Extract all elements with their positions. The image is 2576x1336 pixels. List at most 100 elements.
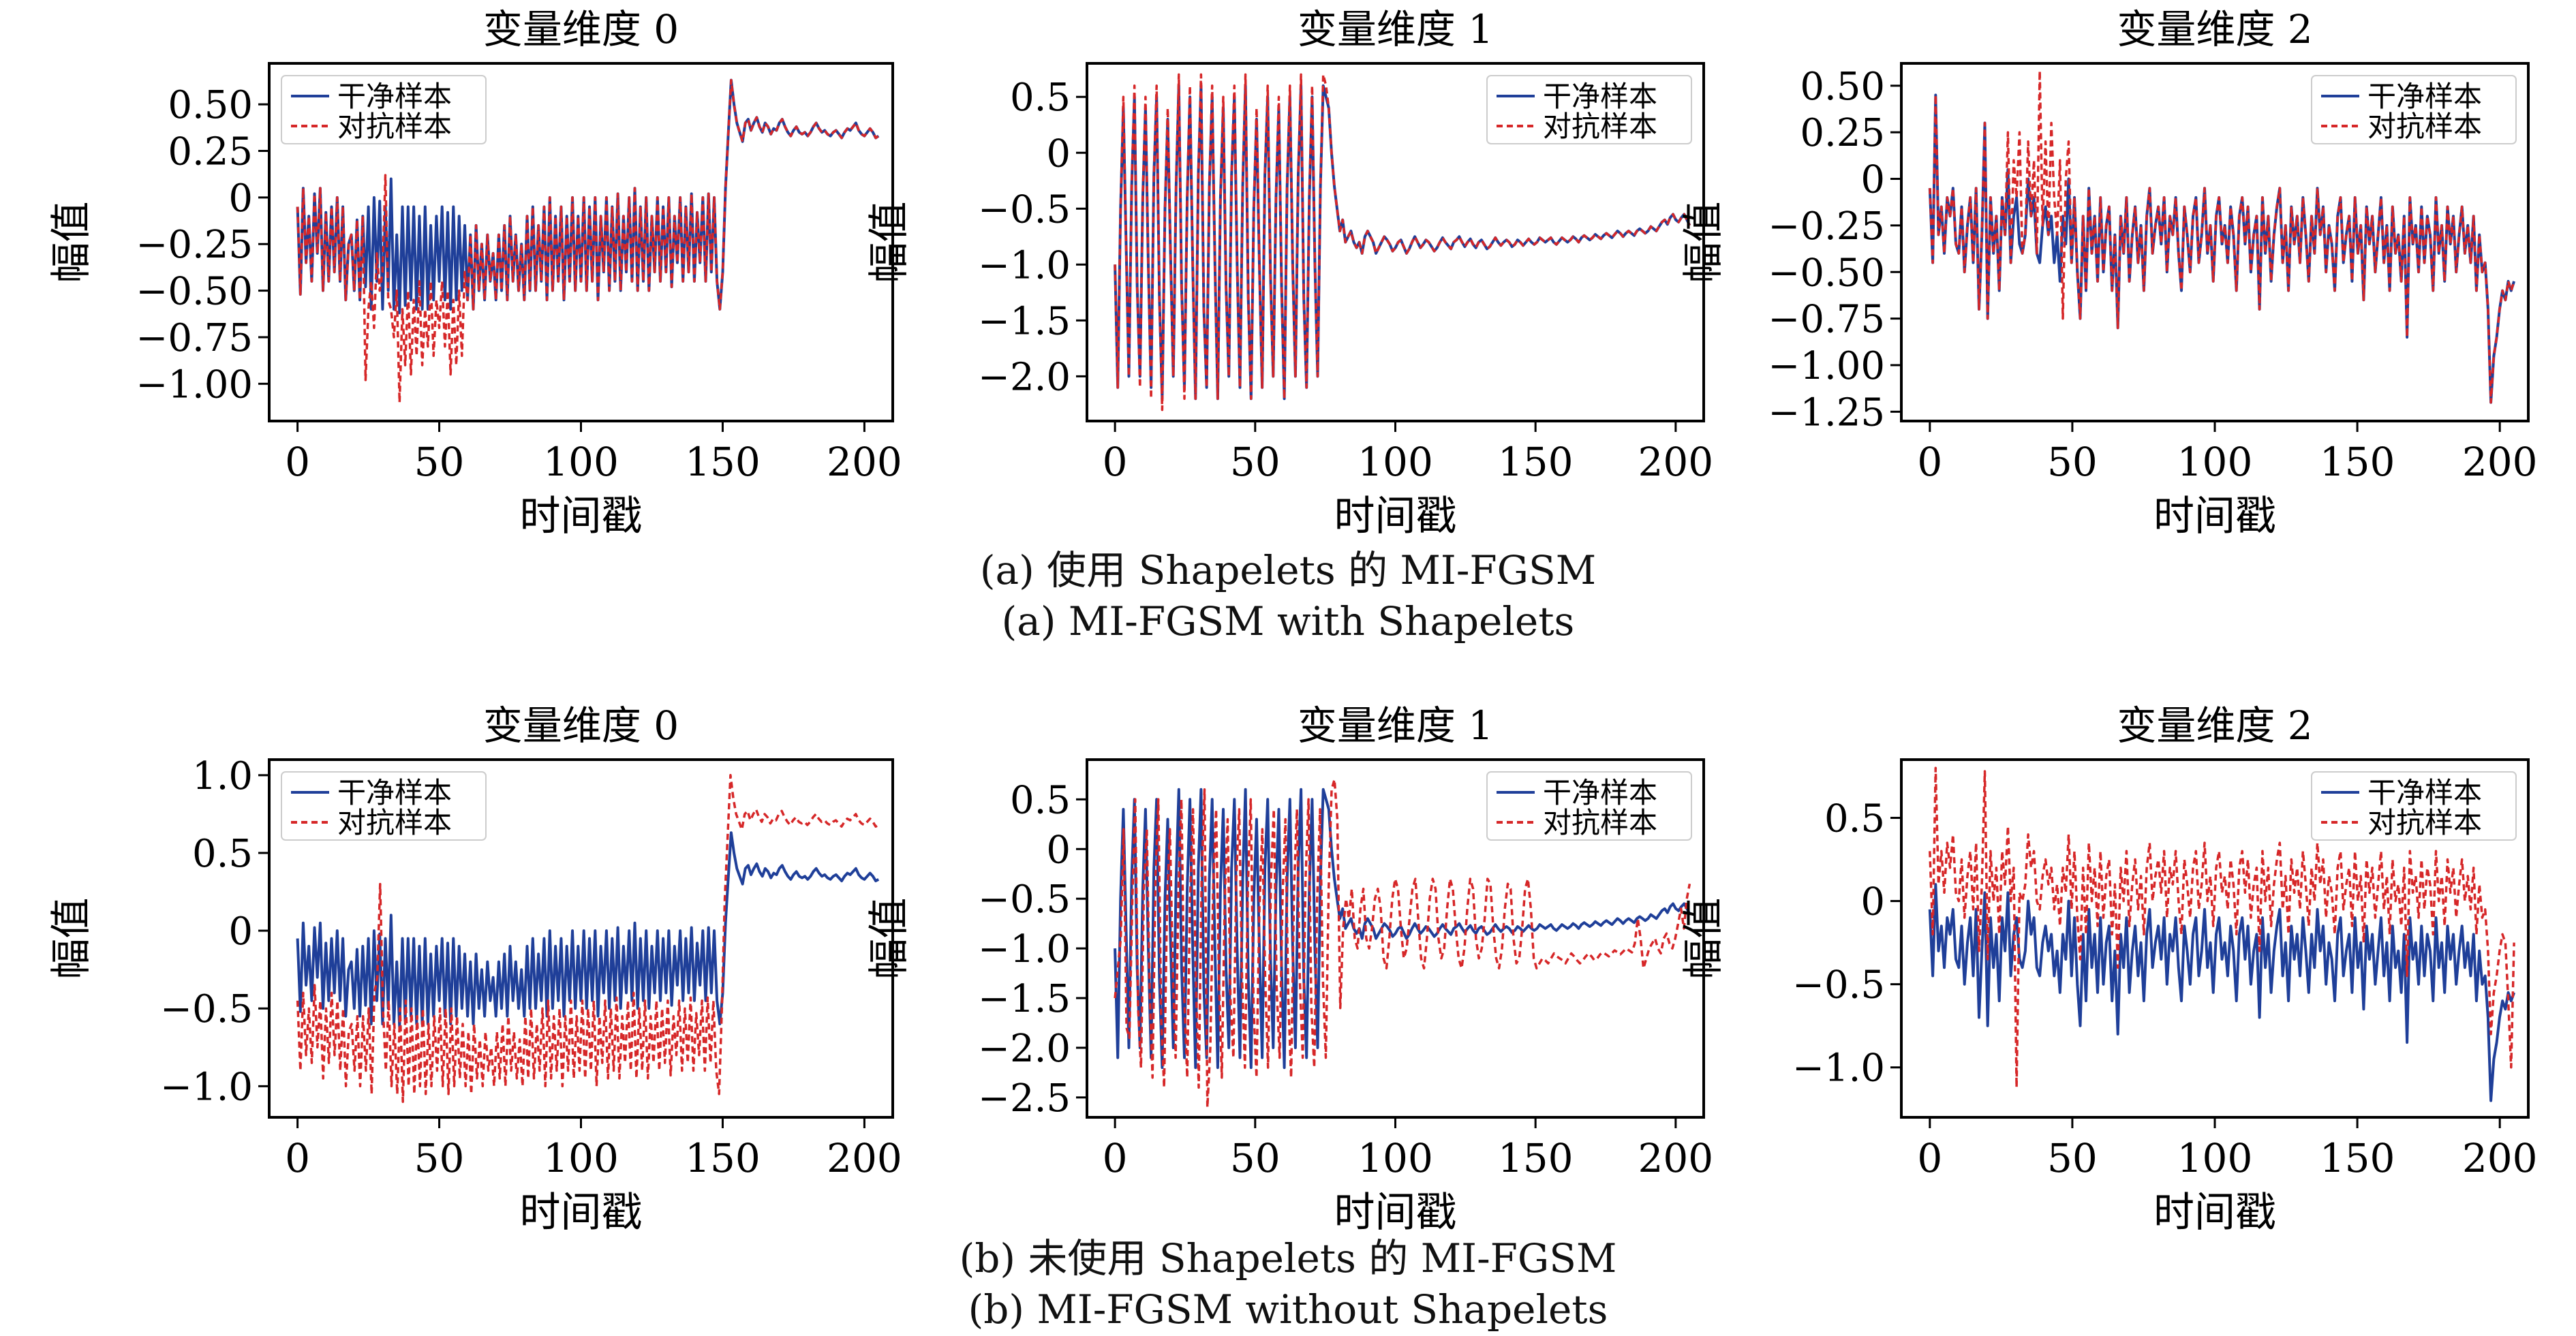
x-axis-label: 时间戳 — [2153, 1189, 2276, 1237]
x-tick-label: 50 — [2047, 1135, 2098, 1181]
x-axis-label: 时间戳 — [520, 493, 643, 540]
legend-label-clean: 干净样本 — [337, 80, 452, 113]
series-line-adversarial — [1929, 766, 2515, 1089]
series-line-clean — [296, 831, 880, 1029]
y-tick-label: −0.5 — [1792, 963, 1885, 1008]
legend-box — [281, 75, 487, 144]
chart-panel-a-0: 变量维度 00 50 100 150 2000.500.250−0.25−0.50−0.… — [48, 6, 902, 540]
series-line-adversarial — [296, 774, 880, 1103]
y-axis-label: 幅值 — [1680, 202, 1728, 283]
y-tick-label: −0.5 — [978, 877, 1071, 922]
y-tick-label: −1.0 — [160, 1065, 253, 1109]
y-tick-label: −2.0 — [978, 1027, 1071, 1071]
x-tick-label: 150 — [2320, 439, 2395, 485]
legend-label-adversarial: 对抗样本 — [337, 110, 452, 143]
y-tick-label: 0 — [1046, 131, 1071, 176]
x-tick-label: 100 — [1358, 439, 1433, 485]
x-tick-label: 200 — [1638, 1135, 1714, 1181]
y-tick-label: 0.5 — [192, 832, 253, 876]
y-tick-label: −0.75 — [136, 316, 253, 360]
y-tick-label: 0 — [228, 176, 253, 221]
x-tick-label: 100 — [543, 439, 619, 485]
y-tick-label: 0.25 — [168, 130, 253, 174]
legend-box — [281, 771, 487, 841]
y-tick-label: −0.25 — [136, 223, 253, 267]
y-tick-label: −0.50 — [1768, 251, 1885, 295]
y-tick-label: −1.00 — [136, 362, 253, 407]
chart-title: 变量维度 1 — [1298, 6, 1493, 52]
y-tick-label: 0.5 — [1010, 778, 1071, 822]
x-tick-label: 200 — [827, 1135, 902, 1181]
y-tick-label: 0 — [1860, 158, 1885, 202]
y-tick-label: 1.0 — [192, 754, 253, 798]
caption-b-chinese: (b) 未使用 Shapelets 的 MI-FGSM — [959, 1235, 1617, 1281]
legend-label-adversarial: 对抗样本 — [2367, 806, 2482, 839]
x-tick-label: 150 — [1498, 1135, 1574, 1181]
x-tick-label: 0 — [285, 1135, 310, 1181]
y-tick-label: −2.0 — [978, 355, 1071, 399]
y-tick-label: −1.25 — [1768, 390, 1885, 435]
x-tick-label: 0 — [285, 439, 310, 485]
legend-label-clean: 干净样本 — [1543, 776, 1657, 809]
legend-box — [1486, 75, 1692, 144]
chart-panel-b-0: 变量维度 0 0 50 100 150 200 1.0 0.5 0 −0.5 −1.0 时间戳 幅值 干净… — [48, 702, 902, 1237]
legend-label-adversarial: 对抗样本 — [1543, 110, 1657, 143]
chart-title: 变量维度 2 — [2117, 702, 2312, 749]
x-tick-label: 150 — [1498, 439, 1574, 485]
y-tick-label: −0.5 — [978, 187, 1071, 232]
y-tick-label: −1.0 — [1792, 1046, 1885, 1091]
y-tick-label: 0.25 — [1800, 111, 1885, 155]
y-axis-label: 幅值 — [865, 898, 913, 980]
caption-a-chinese: (a) 使用 Shapelets 的 MI-FGSM — [979, 547, 1597, 593]
x-tick-label: 200 — [827, 439, 902, 485]
y-tick-label: −0.50 — [136, 270, 253, 314]
x-tick-label: 200 — [2462, 1135, 2538, 1181]
y-tick-label: 0.5 — [1010, 76, 1071, 120]
x-tick-label: 200 — [1638, 439, 1714, 485]
chart-title: 变量维度 1 — [1298, 702, 1493, 749]
series-line-clean — [1114, 788, 1691, 1070]
y-tick-label: −0.5 — [160, 987, 253, 1031]
x-tick-label: 100 — [2177, 1135, 2253, 1181]
y-tick-label: −2.5 — [978, 1076, 1071, 1121]
x-tick-label: 150 — [685, 439, 761, 485]
y-tick-label: −0.75 — [1768, 298, 1885, 342]
y-axis-label: 幅值 — [1680, 898, 1728, 980]
chart-title: 变量维度 2 — [2117, 6, 2312, 52]
legend-box — [2311, 771, 2517, 841]
x-tick-label: 50 — [414, 439, 465, 485]
legend-label-clean: 干净样本 — [1543, 80, 1657, 113]
x-tick-label: 0 — [1917, 1135, 1942, 1181]
legend-label-adversarial: 对抗样本 — [337, 806, 452, 839]
chart-title: 变量维度 0 — [483, 6, 679, 52]
y-tick-label: −0.25 — [1768, 204, 1885, 249]
caption-a-english: (a) MI-FGSM with Shapelets — [1001, 598, 1575, 644]
legend-label-clean: 干净样本 — [337, 776, 452, 809]
x-tick-label: 50 — [414, 1135, 465, 1181]
legend-label-clean: 干净样本 — [2367, 776, 2482, 809]
y-tick-label: −1.5 — [978, 977, 1071, 1021]
y-tick-label: 0.5 — [1824, 796, 1885, 841]
y-tick-label: −1.0 — [978, 243, 1071, 288]
x-tick-label: 50 — [1230, 1135, 1281, 1181]
y-tick-label: −1.00 — [1768, 344, 1885, 388]
chart-title: 变量维度 0 — [483, 702, 679, 749]
x-tick-label: 200 — [2462, 439, 2538, 485]
x-tick-label: 100 — [1358, 1135, 1433, 1181]
legend-box — [1486, 771, 1692, 841]
series-line-adversarial — [1929, 69, 2515, 404]
x-tick-label: 50 — [2047, 439, 2098, 485]
legend-label-adversarial: 对抗样本 — [1543, 806, 1657, 839]
series-line-adversarial — [296, 78, 880, 404]
x-axis-label: 时间戳 — [520, 1189, 643, 1237]
legend-box — [2311, 75, 2517, 144]
y-tick-label: 0 — [228, 910, 253, 954]
y-axis-label: 幅值 — [865, 202, 913, 283]
legend-label-adversarial: 对抗样本 — [2367, 110, 2482, 143]
legend-label-clean: 干净样本 — [2367, 80, 2482, 113]
y-tick-label: 0.50 — [168, 83, 253, 127]
